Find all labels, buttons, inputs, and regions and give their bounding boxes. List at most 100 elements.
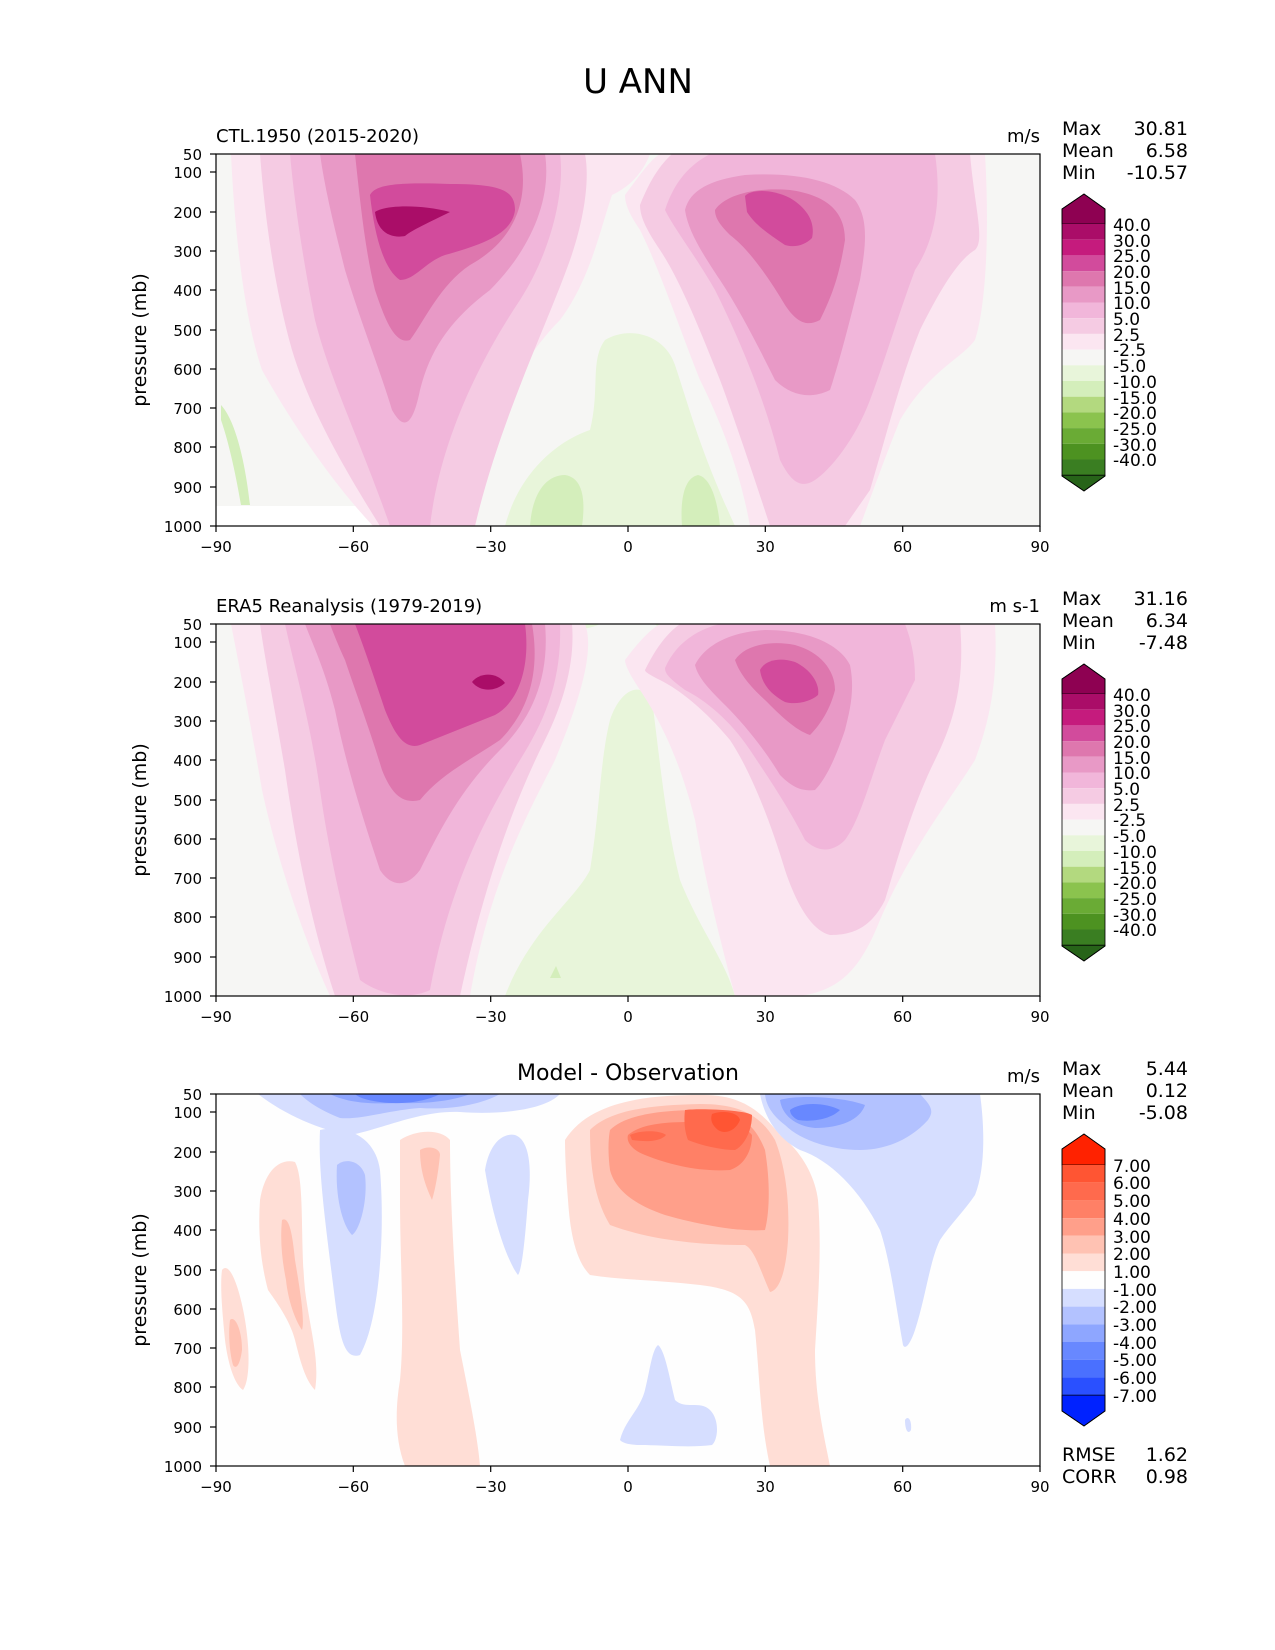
stat-mean-label: Mean [1062, 1080, 1114, 1102]
colorbar-segment [1062, 694, 1105, 710]
panel-obs-stats: Max 31.16 Mean 6.34 Min -7.48 [1062, 588, 1188, 654]
panel-diff-y-tick-labels: 50 100 200 300 400 500 600 700 800 900 1… [164, 1086, 202, 1476]
colorbar-segment [1062, 412, 1105, 429]
stat-mean-label: Mean [1062, 610, 1114, 632]
colorbar-label: -1.00 [1113, 1281, 1157, 1301]
colorbar-segment [1062, 929, 1105, 946]
x-tick-label: −30 [475, 1478, 507, 1496]
x-tick-label: 30 [756, 538, 775, 556]
y-tick-label: 1000 [164, 988, 202, 1006]
colorbar-label: -25.0 [1113, 890, 1157, 910]
x-tick-label: 0 [623, 538, 633, 556]
stat-max-label: Max [1062, 118, 1101, 140]
y-tick-label: 100 [173, 634, 202, 652]
colorbar-segment [1062, 756, 1105, 773]
colorbar-obs-labels: 40.0 30.0 25.0 20.0 15.0 10.0 5.0 2.5 -2… [1113, 686, 1157, 941]
x-tick-label: 90 [1030, 1478, 1049, 1496]
colorbar-segment [1062, 851, 1105, 867]
stat-corr-label: CORR [1062, 1466, 1117, 1488]
contour-antarctic-easterly [221, 405, 250, 505]
stat-mean-value: 6.58 [1146, 140, 1188, 162]
colorbar-segment [1062, 819, 1105, 836]
colorbar-segment [1062, 1324, 1105, 1342]
figure-title: U ANN [583, 62, 693, 102]
colorbar-segment [1062, 318, 1105, 334]
colorbar-label: -5.0 [1113, 357, 1146, 377]
colorbar-segment [1062, 365, 1105, 381]
colorbar-model [1061, 193, 1106, 492]
colorbar-segment [1062, 1253, 1105, 1272]
y-tick-label: 50 [183, 146, 202, 164]
colorbar-extend-top [1061, 663, 1106, 695]
y-tick-label: 700 [173, 870, 202, 888]
stat-min-label: Min [1062, 162, 1096, 184]
colorbar-label: 10.0 [1113, 294, 1151, 314]
x-tick-label: 60 [893, 538, 912, 556]
panel-obs-x-tick-labels: −90 −60 −30 0 30 60 90 [200, 1008, 1049, 1026]
y-tick-label: 200 [173, 1144, 202, 1162]
stat-rmse-label: RMSE [1062, 1444, 1116, 1466]
colorbar-segment [1062, 224, 1105, 240]
x-tick-label: 0 [623, 1478, 633, 1496]
y-tick-label: 100 [173, 1104, 202, 1122]
colorbar-label: -6.00 [1113, 1369, 1157, 1389]
contour-pos-tropical-6 [711, 1112, 740, 1132]
colorbar-label: -10.0 [1113, 843, 1157, 863]
panel-diff-stats: Max 5.44 Mean 0.12 Min -5.08 RMSE 1.62 C… [1062, 1058, 1188, 1488]
colorbar-segment [1062, 459, 1105, 476]
x-tick-label: −90 [200, 538, 232, 556]
contour-pos-sh-band [396, 1131, 480, 1466]
colorbar-segment [1062, 1200, 1105, 1219]
y-tick-label: 400 [173, 752, 202, 770]
x-tick-label: −30 [475, 538, 507, 556]
panel-obs-axes [210, 623, 1041, 1002]
colorbar-label: 15.0 [1113, 749, 1151, 769]
stat-min-label: Min [1062, 1102, 1096, 1124]
x-tick-label: 30 [756, 1008, 775, 1026]
stat-max-label: Max [1062, 1058, 1101, 1080]
colorbar-label: 20.0 [1113, 733, 1151, 753]
colorbar-label: -40.0 [1113, 451, 1157, 471]
colorbar-label: -10.0 [1113, 373, 1157, 393]
colorbar-segment [1062, 1165, 1105, 1183]
contour-field-obs [216, 624, 1040, 996]
colorbar-segment [1062, 286, 1105, 303]
x-tick-label: 30 [756, 1478, 775, 1496]
colorbar-label: 7.00 [1113, 1157, 1151, 1177]
colorbar-extend-bottom [1061, 474, 1106, 492]
panel-diff-center-title: Model - Observation [517, 1061, 739, 1086]
colorbar-segment [1062, 1359, 1105, 1378]
y-tick-label: 900 [173, 949, 202, 967]
panel-obs-y-tick-labels: 50 100 200 300 400 500 600 700 800 900 1… [164, 616, 202, 1006]
y-tick-label: 600 [173, 361, 202, 379]
y-tick-label: 1000 [164, 1458, 202, 1476]
x-tick-label: −90 [200, 1478, 232, 1496]
colorbar-segment [1062, 271, 1105, 287]
colorbar-label: -2.00 [1113, 1298, 1157, 1318]
colorbar-label: -30.0 [1113, 906, 1157, 926]
contour-neg-sh-column-core [336, 1161, 366, 1235]
colorbar-diff [1061, 1133, 1106, 1427]
x-tick-label: −60 [337, 1008, 369, 1026]
colorbar-label: 30.0 [1113, 702, 1151, 722]
y-tick-label: 500 [173, 322, 202, 340]
colorbar-extend-top [1061, 1133, 1106, 1166]
y-tick-label: 800 [173, 909, 202, 927]
colorbar-segment [1062, 866, 1105, 883]
panel-model-stats: Max 30.81 Mean 6.58 Min -10.57 [1062, 118, 1188, 184]
colorbar-label: 5.0 [1113, 310, 1140, 330]
colorbar-segment [1062, 333, 1105, 350]
colorbar-segment [1062, 882, 1105, 899]
stat-corr-value: 0.98 [1146, 1466, 1188, 1488]
contour-nh-jet-25 [745, 191, 813, 247]
x-tick-label: 90 [1030, 1008, 1049, 1026]
panel-model: CTL.1950 (2015-2020) m/s Max 30.81 Mean … [129, 118, 1188, 556]
colorbar-label: -20.0 [1113, 874, 1157, 894]
y-tick-label: 700 [173, 400, 202, 418]
contour-neg-nh-4 [790, 1104, 840, 1121]
colorbar-segment [1062, 349, 1105, 366]
colorbar-label: 30.0 [1113, 232, 1151, 252]
colorbar-segment [1062, 381, 1105, 397]
colorbar-label: -2.5 [1113, 811, 1146, 831]
colorbar-label: 3.00 [1113, 1228, 1151, 1248]
